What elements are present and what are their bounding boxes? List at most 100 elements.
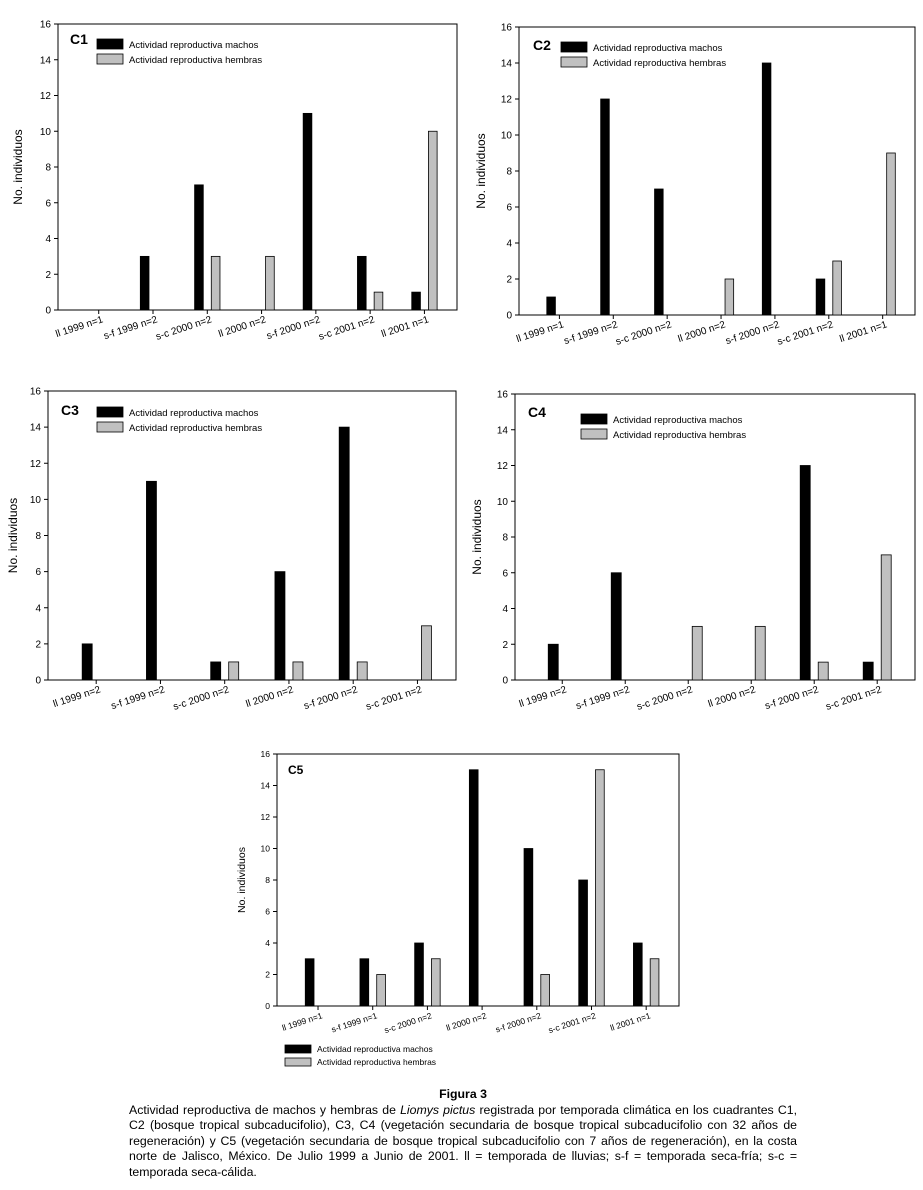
y-tick-label: 12 xyxy=(497,461,509,472)
bar-hembras xyxy=(376,974,386,1007)
x-tick-label: s-f 1999 n=2 xyxy=(563,319,620,347)
bar-hembras xyxy=(691,625,703,681)
y-tick-label: 6 xyxy=(45,198,51,209)
bar-hembras xyxy=(817,661,829,681)
y-tick-label: 8 xyxy=(502,533,508,544)
bar-machos xyxy=(468,769,479,1007)
y-tick-label: 12 xyxy=(40,91,52,102)
chart-title: C4 xyxy=(528,404,546,420)
x-tick-label: s-c 2000 n=2 xyxy=(614,319,673,348)
y-tick-label: 10 xyxy=(501,131,513,142)
y-axis-label: No. individuos xyxy=(11,129,25,204)
x-tick-label: ll 2001 n=1 xyxy=(609,1010,652,1033)
x-tick-label: ll 1999 n=2 xyxy=(52,684,103,710)
y-tick-label: 4 xyxy=(45,234,51,245)
x-tick-label: s-c 2000 n=2 xyxy=(635,684,694,713)
legend-label-hembras: Actividad reproductiva hembras xyxy=(129,55,262,66)
bar-machos xyxy=(600,98,610,316)
caption-title: Figura 3 xyxy=(439,1087,487,1101)
y-tick-label: 14 xyxy=(40,55,52,66)
bar-machos xyxy=(81,643,93,681)
bar-hembras xyxy=(228,661,240,681)
bar-machos xyxy=(815,278,826,316)
y-tick-label: 4 xyxy=(35,603,41,614)
bar-hembras xyxy=(754,625,766,681)
x-tick-label: s-c 2000 n=2 xyxy=(155,314,214,343)
bar-hembras xyxy=(724,278,735,316)
bar-hembras xyxy=(832,260,842,316)
bar-machos xyxy=(357,255,367,311)
y-tick-label: 16 xyxy=(40,20,52,31)
y-tick-label: 16 xyxy=(497,390,509,401)
legend-swatch-hembras xyxy=(284,1057,312,1067)
bar-machos xyxy=(139,255,150,311)
y-tick-label: 6 xyxy=(265,906,270,916)
bar-machos xyxy=(546,296,556,316)
y-tick-label: 6 xyxy=(502,568,508,579)
legend-label-machos: Actividad reproductiva machos xyxy=(593,43,723,54)
bar-machos xyxy=(799,465,811,681)
chart-c5: 0 2 4 6 8 10 12 14 16 No. individuos ll 1999 n=1 s-… xyxy=(236,749,680,1067)
bar-machos xyxy=(547,643,559,681)
bar-hembras xyxy=(210,255,221,311)
x-tick-label: s-c 2000 n=2 xyxy=(172,684,231,713)
caption-text-before: Actividad reproductiva de machos y hembr… xyxy=(129,1102,401,1117)
x-tick-label: ll 2000 n=2 xyxy=(245,684,296,710)
bar-machos xyxy=(414,942,424,1007)
plot-frame xyxy=(57,23,458,311)
x-tick-label: s-f 2000 n=2 xyxy=(764,684,821,712)
y-tick-label: 2 xyxy=(506,275,512,286)
y-tick-label: 2 xyxy=(45,270,51,281)
x-tick-label: ll 2000 n=2 xyxy=(217,314,268,340)
bar-hembras xyxy=(431,958,441,1007)
bar-machos xyxy=(633,942,643,1007)
bar-machos xyxy=(194,184,204,311)
bar-hembras xyxy=(292,661,304,681)
y-tick-label: 6 xyxy=(506,203,512,214)
legend-label-hembras: Actividad reproductiva hembras xyxy=(129,423,262,434)
x-tick-label: s-c 2001 n=2 xyxy=(317,314,376,343)
bar-hembras xyxy=(428,130,438,311)
x-tick-label: s-c 2001 n=2 xyxy=(824,684,883,713)
y-tick-label: 8 xyxy=(35,531,41,542)
legend-swatch-machos xyxy=(96,406,124,418)
bar-hembras xyxy=(373,291,384,311)
bar-machos xyxy=(654,188,664,316)
y-tick-label: 16 xyxy=(261,749,271,759)
y-tick-label: 0 xyxy=(506,311,512,322)
x-tick-label: ll 1999 n=1 xyxy=(515,319,566,345)
bar-machos xyxy=(210,661,222,681)
bar-machos xyxy=(274,571,286,681)
legend-swatch-hembras xyxy=(580,428,608,440)
x-tick-label: s-c 2001 n=2 xyxy=(776,319,835,348)
y-tick-label: 12 xyxy=(261,812,271,822)
legend-swatch-machos xyxy=(560,41,588,53)
bar-machos xyxy=(761,62,772,316)
x-tick-label: ll 2001 n=1 xyxy=(838,319,889,345)
y-tick-label: 16 xyxy=(501,23,513,34)
y-axis-label: No. individuos xyxy=(474,133,488,208)
y-tick-label: 2 xyxy=(35,639,41,650)
y-tick-label: 10 xyxy=(30,495,42,506)
x-tick-label: ll 1999 n=2 xyxy=(518,684,569,710)
x-tick-label: s-c 2001 n=2 xyxy=(547,1010,597,1035)
x-tick-label: s-f 2000 n=2 xyxy=(724,319,781,347)
y-tick-label: 10 xyxy=(40,127,52,138)
bar-hembras xyxy=(356,661,368,681)
x-tick-label: s-f 1999 n=2 xyxy=(110,684,167,712)
plot-frame xyxy=(47,390,457,681)
y-tick-label: 8 xyxy=(45,163,51,174)
y-tick-label: 12 xyxy=(501,95,513,106)
y-tick-label: 0 xyxy=(502,676,508,687)
plot-frame xyxy=(518,26,916,316)
y-tick-label: 14 xyxy=(30,423,42,434)
y-tick-label: 16 xyxy=(30,387,42,398)
y-tick-label: 14 xyxy=(501,59,513,70)
legend-swatch-hembras xyxy=(96,53,124,65)
bar-machos xyxy=(862,661,874,681)
bar-machos xyxy=(523,848,534,1007)
legend-swatch-hembras xyxy=(560,56,588,68)
y-tick-label: 2 xyxy=(265,969,270,979)
